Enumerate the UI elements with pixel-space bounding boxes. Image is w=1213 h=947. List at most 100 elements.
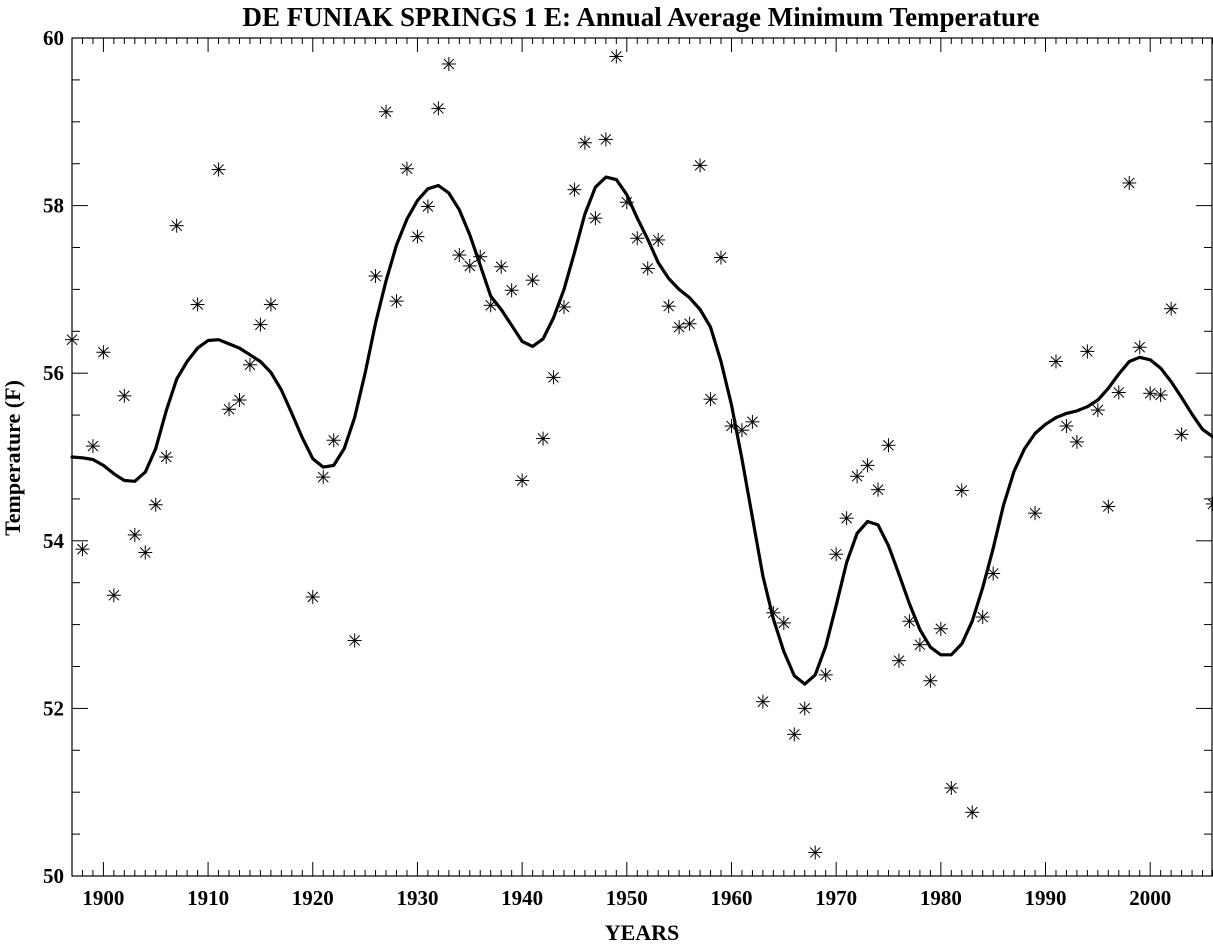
data-point-stroke xyxy=(66,334,78,346)
x-tick-label: 1900 xyxy=(82,886,124,910)
data-point-stroke xyxy=(464,260,476,272)
data-point-stroke xyxy=(1050,356,1062,367)
data-point xyxy=(839,511,854,526)
data-point-stroke xyxy=(1155,389,1167,401)
data-point-stroke xyxy=(1081,346,1093,357)
data-point-stroke xyxy=(328,434,340,446)
data-point-stroke xyxy=(569,184,580,196)
plot-frame xyxy=(71,37,1213,877)
data-point-stroke xyxy=(1029,507,1041,519)
data-point-stroke xyxy=(443,58,455,70)
data-point xyxy=(797,701,812,716)
data-point xyxy=(494,259,509,274)
data-point xyxy=(829,547,844,562)
x-tick-label: 1940 xyxy=(501,886,543,910)
data-point-stroke xyxy=(255,319,266,330)
data-point-stroke xyxy=(223,403,235,415)
data-point-stroke xyxy=(600,134,612,145)
data-point-stroke xyxy=(1061,420,1072,432)
data-point xyxy=(954,483,969,498)
data-point xyxy=(1090,403,1105,418)
data-point xyxy=(661,299,676,314)
data-point-stroke xyxy=(527,274,538,286)
data-point-stroke xyxy=(412,231,423,242)
y-tick-label: 52 xyxy=(43,696,64,720)
data-point xyxy=(420,199,435,214)
data-point-stroke xyxy=(652,234,664,246)
data-point-stroke xyxy=(778,617,790,629)
data-point xyxy=(881,438,896,453)
data-point xyxy=(190,297,205,312)
data-point xyxy=(546,370,561,385)
x-tick-label: 1930 xyxy=(396,886,438,910)
y-tick-label: 56 xyxy=(43,361,64,385)
data-point xyxy=(1206,496,1213,511)
data-point-stroke xyxy=(809,847,821,858)
data-point-stroke xyxy=(924,675,936,687)
data-point xyxy=(263,297,278,312)
chart-title: DE FUNIAK SPRINGS 1 E: Annual Average Mi… xyxy=(242,2,1039,32)
data-point xyxy=(776,615,791,630)
data-point xyxy=(1048,354,1063,369)
data-point xyxy=(127,527,142,542)
data-point-stroke xyxy=(558,301,570,313)
data-point-stroke xyxy=(705,393,716,405)
data-point xyxy=(745,414,760,429)
data-point-stroke xyxy=(1207,498,1213,505)
data-point-stroke xyxy=(726,420,737,432)
data-point xyxy=(871,482,886,497)
data-point xyxy=(1101,499,1116,514)
data-point-stroke xyxy=(1144,387,1156,399)
data-point xyxy=(515,473,530,488)
data-point-stroke xyxy=(192,299,204,310)
data-point xyxy=(75,542,90,557)
data-point xyxy=(577,135,592,150)
y-tick-labels: 50 52 54 56 58 60 xyxy=(43,26,65,888)
data-point xyxy=(347,633,362,648)
data-point-stroke xyxy=(673,321,685,333)
data-point xyxy=(410,229,425,244)
data-point xyxy=(640,261,655,276)
data-point xyxy=(1174,427,1189,442)
data-point xyxy=(65,332,79,347)
data-point xyxy=(986,566,1001,581)
data-point xyxy=(1111,385,1126,400)
data-point-stroke xyxy=(684,318,695,330)
data-point xyxy=(850,469,865,484)
data-point xyxy=(326,433,341,448)
data-point-stroke xyxy=(98,346,109,358)
data-point-stroke xyxy=(987,568,999,579)
data-point xyxy=(441,56,456,71)
data-point xyxy=(222,402,237,417)
data-point-stroke xyxy=(883,439,894,451)
data-point-stroke xyxy=(851,470,863,482)
data-point-stroke xyxy=(118,390,130,402)
data-point xyxy=(473,249,488,264)
data-point-stroke xyxy=(422,201,434,212)
data-point xyxy=(1164,301,1179,316)
data-point xyxy=(714,250,729,265)
data-point-stroke xyxy=(108,589,120,601)
data-point-stroke xyxy=(548,371,559,383)
data-point-stroke xyxy=(139,547,151,558)
data-point-stroke xyxy=(150,499,162,511)
data-point-stroke xyxy=(495,261,507,273)
data-point xyxy=(1069,434,1084,449)
data-point-stroke xyxy=(956,485,968,496)
data-point-stroke xyxy=(1071,436,1083,448)
data-points xyxy=(65,49,1213,860)
data-point-stroke xyxy=(788,728,800,740)
data-point-stroke xyxy=(370,270,381,282)
data-point-stroke xyxy=(694,159,706,171)
y-axis-label: Temperature (F) xyxy=(0,380,25,536)
data-point-stroke xyxy=(935,623,947,635)
data-point-stroke xyxy=(966,806,978,818)
y-tick-label: 50 xyxy=(43,864,64,888)
data-point xyxy=(787,727,802,742)
data-point-stroke xyxy=(516,475,528,486)
y-tick-label: 54 xyxy=(43,529,65,553)
data-point xyxy=(933,621,948,636)
data-point-stroke xyxy=(317,471,329,483)
data-point-stroke xyxy=(160,451,172,463)
data-point-stroke xyxy=(213,164,224,175)
